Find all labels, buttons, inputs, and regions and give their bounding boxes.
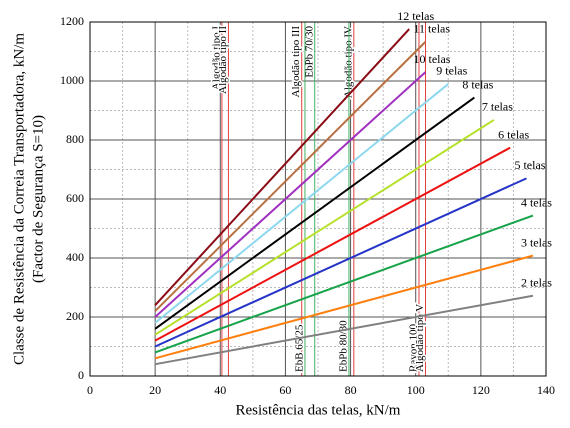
series-line: [154, 41, 427, 312]
series-label: 6 telas: [498, 127, 529, 141]
reference-label: Algodão tipo IV: [342, 26, 354, 98]
reference-label: Algodão tipo I: [210, 26, 222, 90]
x-tick-label: 60: [279, 383, 291, 397]
x-tick-label: 40: [214, 383, 226, 397]
series-line: [154, 294, 534, 366]
reference-label: Rayon 100: [408, 324, 420, 372]
series-label: 12 telas: [397, 9, 434, 23]
series-label: 5 telas: [514, 158, 545, 172]
reference-label: EbPb 80/30: [337, 320, 349, 372]
series-label: 11 telas: [413, 22, 450, 36]
series-line: [154, 214, 534, 354]
series-label: 7 telas: [482, 100, 513, 114]
series-label: 10 telas: [413, 52, 450, 66]
series-line: [154, 83, 449, 324]
y-tick-label: 800: [66, 132, 84, 146]
series-line: [154, 254, 534, 360]
series-line: [154, 146, 511, 342]
x-tick-label: 80: [345, 383, 357, 397]
y-tick-label: 0: [78, 368, 84, 382]
series-label: 8 telas: [462, 77, 493, 91]
series-label: 4 telas: [521, 195, 552, 209]
reference-label: EbPb 70/30: [303, 26, 315, 78]
series-label: 3 telas: [521, 235, 552, 249]
x-axis-label: Resistência das telas, kN/m: [236, 402, 401, 418]
x-tick-label: 120: [472, 383, 490, 397]
reference-label: EbB 65/25: [294, 324, 306, 372]
x-tick-label: 140: [537, 383, 555, 397]
y-tick-label: 1200: [60, 14, 84, 28]
series-line: [154, 71, 427, 318]
series-label: 2 telas: [521, 276, 552, 290]
plot-frame: [89, 21, 547, 377]
reference-label: Algodão tipo II: [217, 26, 229, 94]
series-label: 9 telas: [436, 64, 467, 78]
series-line: [154, 119, 495, 336]
y-tick-label: 1000: [60, 73, 84, 87]
x-tick-label: 0: [87, 383, 93, 397]
y-tick-label: 400: [66, 250, 84, 264]
x-tick-label: 100: [407, 383, 425, 397]
y-axis-label: Classe de Resistência da Correia Transpo…: [11, 33, 27, 365]
series-line: [154, 177, 527, 348]
x-tick-label: 20: [149, 383, 161, 397]
series-line: [154, 96, 475, 330]
y-tick-label: 200: [66, 309, 84, 323]
series-line: [154, 28, 410, 306]
reference-label: Algodão tipo V: [414, 304, 426, 372]
reference-label: Algodão tipo III: [290, 26, 302, 98]
y-tick-label: 600: [66, 191, 84, 205]
y-axis-label: (Factor de Segurança S=10): [30, 115, 46, 283]
